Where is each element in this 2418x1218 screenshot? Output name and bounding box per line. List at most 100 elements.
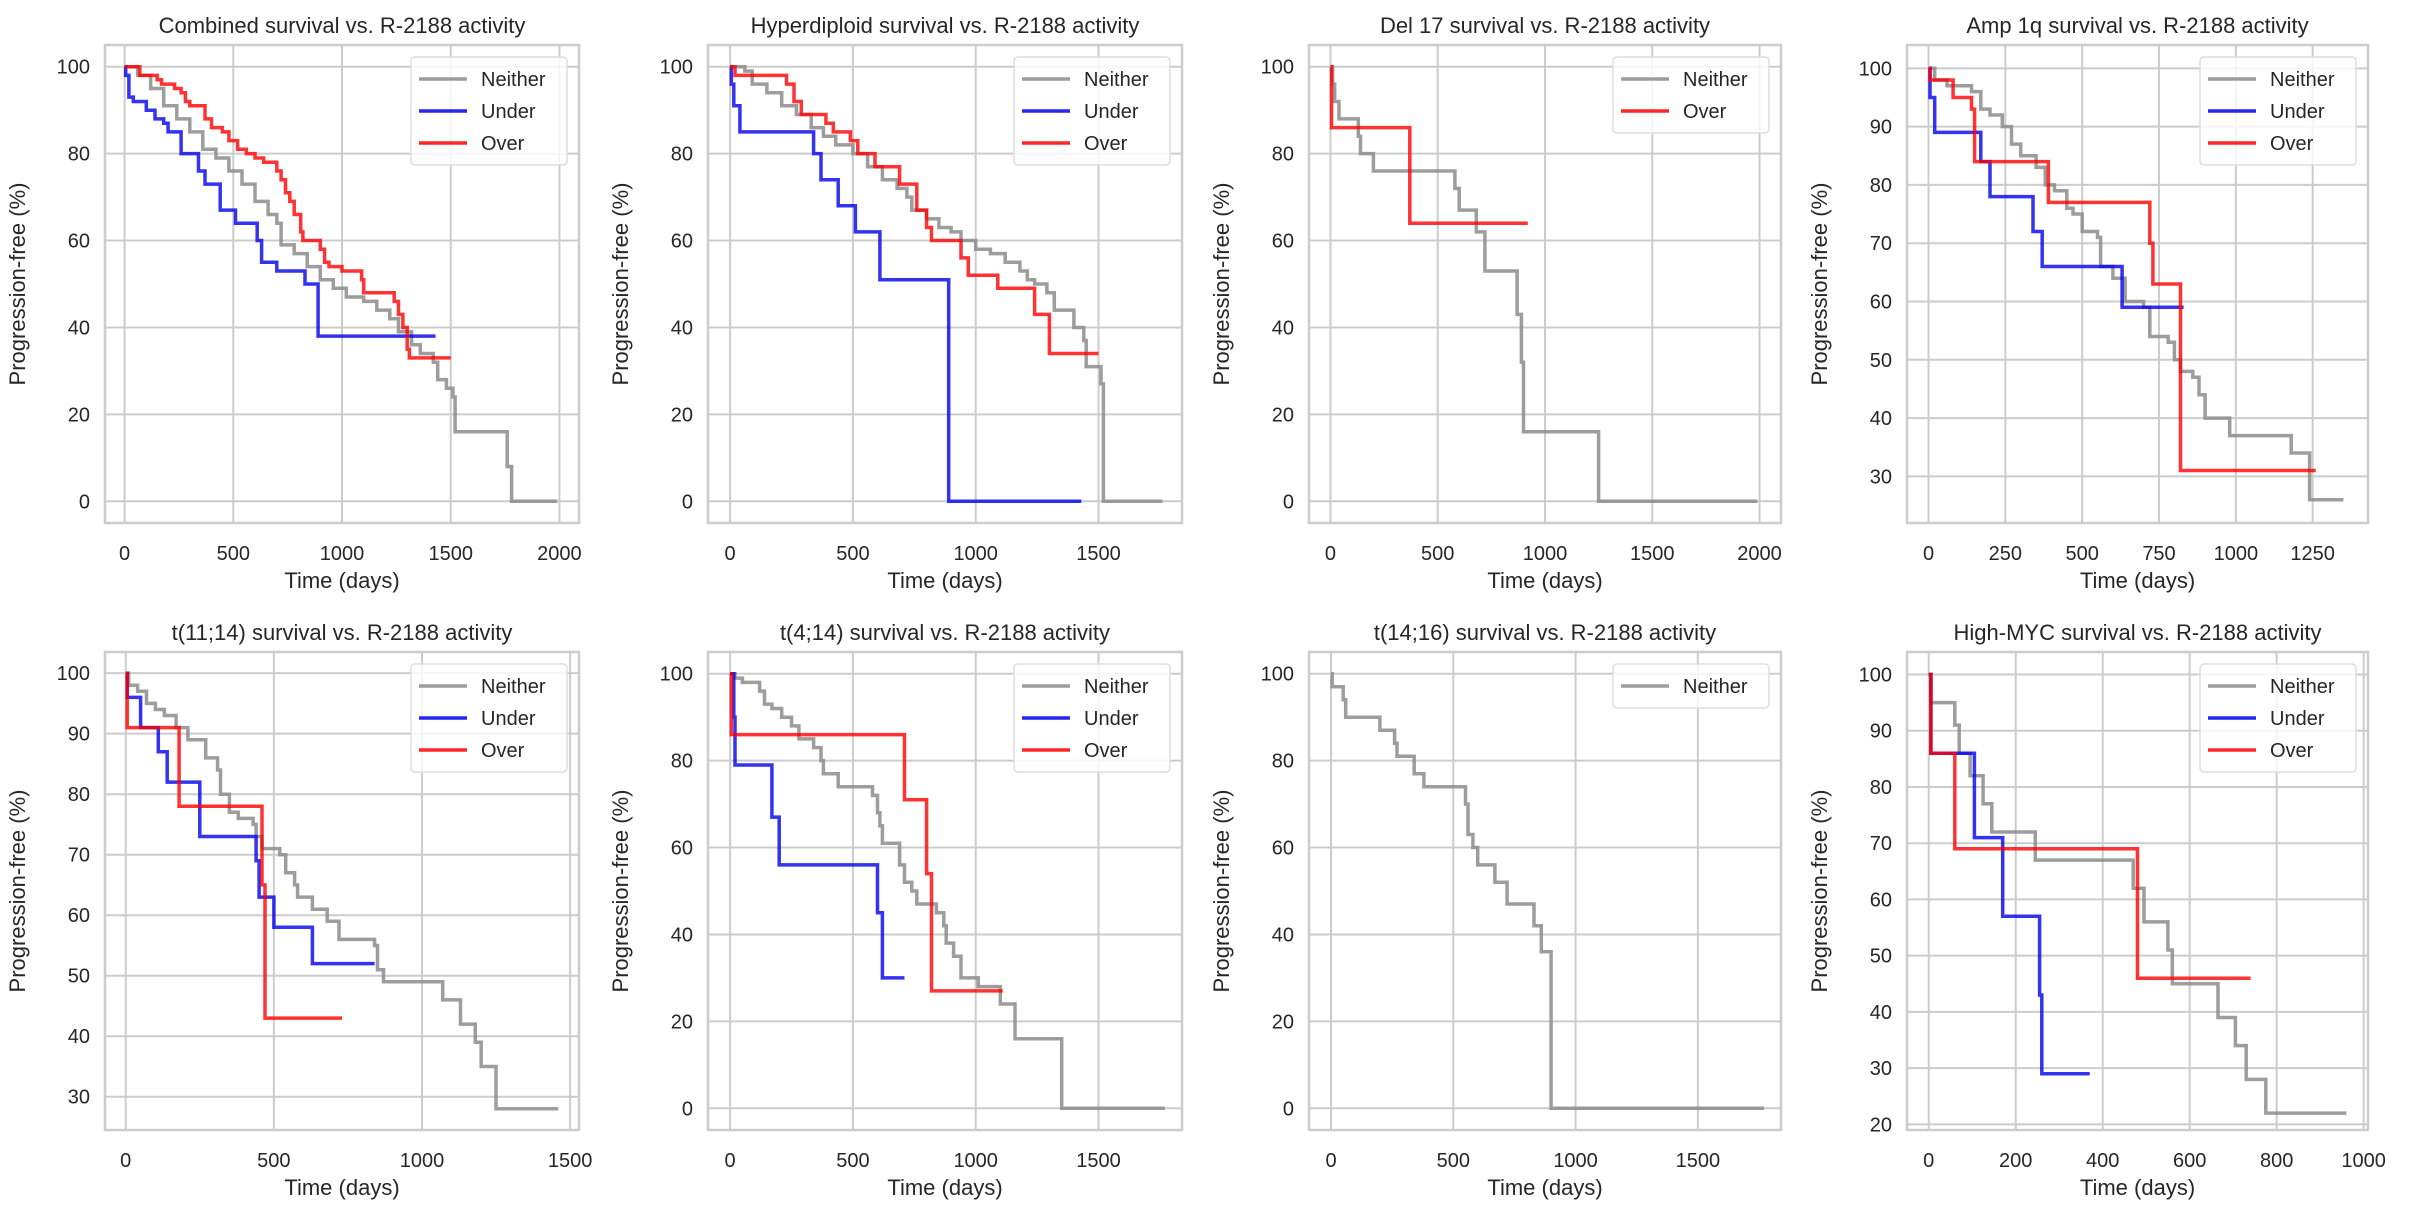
panel-5: 0 500 1000 1500 30 40 50 60 70 80 90 100 t(11;14) su…: [5, 620, 592, 1200]
legend-label: Neither: [1084, 69, 1149, 91]
legend-label: Under: [1084, 101, 1139, 123]
series-line-neither: [1330, 671, 1764, 1111]
legend-label: Under: [2270, 708, 2325, 730]
y-tick-label: 100: [1859, 58, 1892, 80]
legend-label: Neither: [481, 69, 546, 91]
y-tick-label: 60: [671, 231, 693, 253]
x-tick-label: 500: [836, 543, 869, 565]
x-tick-label: 0: [1325, 543, 1336, 565]
x-tick-label: 0: [1325, 1150, 1336, 1172]
legend: Neither Under Over: [2199, 663, 2357, 773]
legend-label: Neither: [1084, 676, 1149, 698]
y-tick-label: 50: [1870, 350, 1892, 372]
x-axis-label: Time (days): [887, 1175, 1002, 1200]
x-tick-label: 500: [836, 1150, 869, 1172]
series-line-over: [729, 671, 1003, 993]
y-axis-label: Progression-free (%): [5, 183, 30, 386]
y-tick-label: 60: [1272, 838, 1294, 860]
x-tick-label: 500: [217, 543, 250, 565]
legend-label: Over: [1683, 101, 1727, 123]
y-tick-label: 20: [1272, 404, 1294, 426]
legend-box: [410, 663, 568, 773]
x-tick-label: 0: [1923, 1150, 1934, 1172]
y-tick-label: 20: [1272, 1011, 1294, 1033]
y-tick-label: 100: [1859, 664, 1892, 686]
y-tick-label: 30: [1870, 466, 1892, 488]
x-tick-label: 0: [1923, 543, 1934, 565]
y-axis-label: Progression-free (%): [1807, 790, 1832, 993]
x-tick-label: 2000: [1737, 543, 1782, 565]
legend-label: Neither: [1683, 676, 1748, 698]
x-tick-label: 1500: [1076, 543, 1121, 565]
chart-title: Amp 1q survival vs. R-2188 activity: [1966, 13, 2308, 38]
series-line-under: [1928, 66, 2184, 310]
series-line-under: [123, 64, 436, 338]
y-tick-label: 60: [1272, 231, 1294, 253]
y-tick-label: 0: [1283, 1098, 1294, 1120]
y-axis-label: Progression-free (%): [1209, 790, 1234, 993]
x-tick-label: 500: [1421, 543, 1454, 565]
legend: Neither Under Over: [2199, 56, 2357, 166]
x-tick-label: 250: [1989, 543, 2022, 565]
chart-title: t(11;14) survival vs. R-2188 activity: [172, 620, 513, 645]
x-tick-label: 1500: [1676, 1150, 1721, 1172]
y-axis-label: Progression-free (%): [608, 183, 633, 386]
x-tick-label: 0: [120, 1150, 131, 1172]
legend-box: [1612, 56, 1770, 134]
y-tick-label: 90: [68, 724, 90, 746]
series-line-neither: [1928, 672, 2347, 1115]
series-line-over: [125, 671, 342, 1020]
y-tick-label: 60: [1870, 291, 1892, 313]
y-tick-label: 100: [660, 57, 693, 79]
legend-box: [1612, 663, 1770, 709]
panel-4: 0 250 500 750 1000 1250 30 40 50 60 70 80 90 100 Amp 1…: [1807, 13, 2370, 593]
x-axis-label: Time (days): [887, 568, 1002, 593]
chart-title: t(14;16) survival vs. R-2188 activity: [1374, 620, 1716, 645]
series-line-over: [730, 64, 1099, 356]
legend-label: Under: [481, 708, 536, 730]
x-tick-label: 800: [2260, 1150, 2293, 1172]
axes-frame: [1307, 43, 1783, 525]
x-tick-label: 400: [2086, 1150, 2119, 1172]
y-tick-label: 60: [1870, 889, 1892, 911]
x-tick-label: 200: [1999, 1150, 2032, 1172]
chart-title: Combined survival vs. R-2188 activity: [159, 13, 526, 38]
series-line-under: [730, 671, 905, 980]
x-tick-label: 600: [2173, 1150, 2206, 1172]
x-tick-label: 500: [257, 1150, 290, 1172]
legend-box: [410, 56, 568, 166]
legend-box: [2199, 56, 2357, 166]
legend-label: Neither: [1683, 69, 1748, 91]
legend-box: [1013, 663, 1171, 773]
x-tick-label: 1250: [2290, 543, 2335, 565]
y-tick-label: 20: [1870, 1114, 1892, 1136]
legend: Neither Under Over: [1013, 663, 1171, 773]
y-tick-label: 50: [68, 966, 90, 988]
x-tick-label: 750: [2142, 543, 2175, 565]
y-tick-label: 20: [68, 404, 90, 426]
x-tick-label: 1500: [1630, 543, 1675, 565]
y-tick-label: 80: [68, 784, 90, 806]
axes-frame: [103, 43, 581, 525]
legend: Neither Under Over: [410, 56, 568, 166]
chart-title: Del 17 survival vs. R-2188 activity: [1380, 13, 1710, 38]
y-tick-label: 90: [1870, 117, 1892, 139]
y-tick-label: 60: [68, 231, 90, 253]
x-axis-label: Time (days): [2080, 568, 2195, 593]
y-tick-label: 100: [57, 57, 90, 79]
legend-label: Over: [481, 133, 525, 155]
series-line-neither: [124, 64, 558, 504]
y-tick-label: 50: [1870, 946, 1892, 968]
y-tick-label: 80: [1870, 175, 1892, 197]
y-tick-label: 100: [57, 663, 90, 685]
y-tick-label: 40: [671, 924, 693, 946]
y-tick-label: 80: [671, 751, 693, 773]
legend-label: Over: [2270, 133, 2314, 155]
legend-label: Over: [1084, 740, 1128, 762]
legend: Neither: [1612, 663, 1770, 709]
series-line-over: [1928, 66, 2316, 473]
x-tick-label: 0: [725, 543, 736, 565]
x-tick-label: 1000: [400, 1150, 445, 1172]
x-tick-label: 1000: [1523, 543, 1568, 565]
